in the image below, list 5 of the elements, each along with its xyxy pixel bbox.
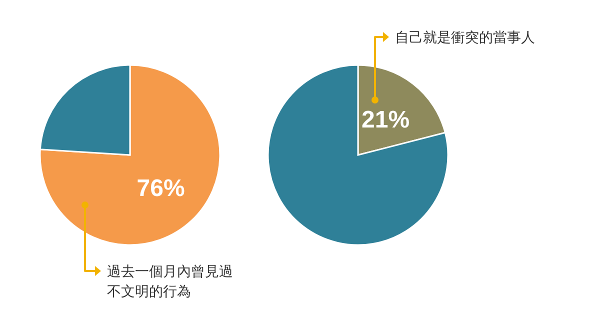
data-label: 76% [136,174,185,202]
text: 不文明的行為 [107,284,191,300]
text: 自己就是衝突的當事人 [395,30,535,46]
data-label: 21% [362,106,410,134]
text: 過去一個月內曾見過 [107,264,233,280]
